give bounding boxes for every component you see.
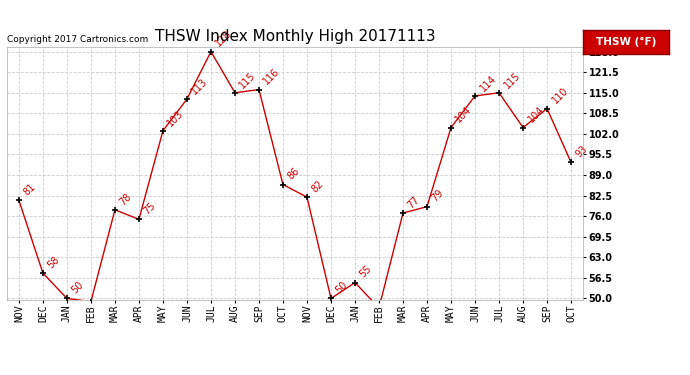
Text: 104: 104 bbox=[526, 105, 546, 125]
Text: 78: 78 bbox=[118, 191, 134, 207]
Text: 49: 49 bbox=[0, 374, 1, 375]
Text: 115: 115 bbox=[502, 70, 522, 90]
Text: 47: 47 bbox=[0, 374, 1, 375]
Text: 114: 114 bbox=[477, 73, 498, 93]
Text: 82: 82 bbox=[310, 178, 326, 194]
Text: 116: 116 bbox=[262, 67, 282, 87]
Text: 128: 128 bbox=[214, 29, 234, 49]
Text: 77: 77 bbox=[406, 194, 422, 210]
Text: 103: 103 bbox=[166, 108, 186, 128]
Text: 93: 93 bbox=[574, 144, 589, 160]
Text: 115: 115 bbox=[238, 70, 258, 90]
Text: 81: 81 bbox=[21, 182, 37, 198]
Text: Copyright 2017 Cartronics.com: Copyright 2017 Cartronics.com bbox=[7, 35, 148, 44]
Text: 113: 113 bbox=[190, 76, 210, 96]
Text: 75: 75 bbox=[141, 201, 157, 216]
Title: THSW Index Monthly High 20171113: THSW Index Monthly High 20171113 bbox=[155, 29, 435, 44]
Text: 79: 79 bbox=[430, 188, 446, 204]
Text: THSW (°F): THSW (°F) bbox=[596, 37, 656, 47]
Text: 50: 50 bbox=[70, 280, 86, 296]
Text: 110: 110 bbox=[550, 86, 570, 106]
Text: 50: 50 bbox=[334, 280, 350, 296]
Text: 58: 58 bbox=[46, 255, 61, 270]
Text: 104: 104 bbox=[454, 105, 474, 125]
Text: 86: 86 bbox=[286, 166, 302, 182]
Text: 55: 55 bbox=[358, 264, 374, 280]
